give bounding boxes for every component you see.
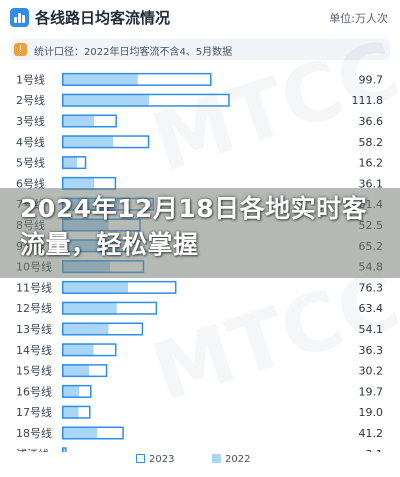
category-label: 16号线 <box>16 384 52 398</box>
category-label: 18号线 <box>16 426 52 440</box>
bar-2023 <box>62 384 92 398</box>
bar-2022 <box>62 93 149 107</box>
bar-2022 <box>62 72 138 86</box>
bar-2023 <box>62 322 144 336</box>
category-label: 13号线 <box>16 322 52 336</box>
legend-label-2023: 2023 <box>149 454 175 465</box>
legend-item-2023[interactable]: 2023 <box>136 454 174 465</box>
bar-2023 <box>62 343 117 357</box>
value-label: 54.1 <box>359 323 384 336</box>
bar-2022 <box>62 384 80 398</box>
legend-label-2022: 2022 <box>225 454 251 465</box>
value-label: 16.2 <box>359 157 384 170</box>
chart-title: 各线路日均客流情况 <box>35 9 171 27</box>
bar-2022 <box>62 405 79 419</box>
value-label: 36.3 <box>359 344 384 357</box>
chart-legend: 2023 2022 <box>0 452 400 468</box>
value-label: 63.4 <box>359 302 384 315</box>
category-label: 17号线 <box>16 405 52 419</box>
notice-text: 统计口径：2022年日均客流不含4、5月数据 <box>34 47 233 58</box>
value-label: 41.2 <box>359 427 384 440</box>
bar-2023 <box>62 135 150 149</box>
unit-label: 单位:万人次 <box>329 12 388 25</box>
value-label: 111.8 <box>352 94 384 107</box>
category-label: 6号线 <box>16 176 45 190</box>
bar-2023 <box>62 426 124 440</box>
value-label: 19.0 <box>359 406 384 419</box>
category-label: 12号线 <box>16 301 52 315</box>
value-label: 58.2 <box>359 136 384 149</box>
bar-2022 <box>62 364 89 378</box>
bar-2023 <box>62 301 158 315</box>
category-label: 11号线 <box>16 280 52 294</box>
category-label: 3号线 <box>16 114 45 128</box>
chart-header: 各线路日均客流情况 单位:万人次 <box>0 0 400 34</box>
info-icon: ! <box>14 43 27 56</box>
bar-2023 <box>62 72 212 86</box>
bar-2022 <box>62 135 113 149</box>
category-label: 1号线 <box>16 72 45 86</box>
bar-2023 <box>62 114 117 128</box>
bar-2022 <box>62 114 95 128</box>
bar-2022 <box>62 176 95 190</box>
category-label: 14号线 <box>16 343 52 357</box>
bar-2022 <box>62 322 109 336</box>
category-label: 15号线 <box>16 364 52 378</box>
bar-2022 <box>62 280 128 294</box>
value-label: 3.1 <box>366 448 384 452</box>
bar-2022 <box>62 156 77 170</box>
bar-chart-icon <box>10 8 29 27</box>
bar-2023 <box>62 156 87 170</box>
bar-2022 <box>62 301 117 315</box>
data-notice: ! 统计口径：2022年日均客流不含4、5月数据 <box>10 39 390 60</box>
value-label: 36.6 <box>359 115 384 128</box>
value-label: 30.2 <box>359 365 384 378</box>
category-label: 浦江线 <box>16 447 49 452</box>
value-label: 36.1 <box>359 177 384 190</box>
legend-item-2022[interactable]: 2022 <box>212 454 250 465</box>
category-label: 2号线 <box>16 93 45 107</box>
bar-2023 <box>62 93 230 107</box>
legend-swatch-2022 <box>212 454 221 463</box>
value-label: 99.7 <box>359 73 384 86</box>
bar-2022 <box>62 426 98 440</box>
bar-2023 <box>62 447 67 452</box>
bar-2022 <box>62 343 94 357</box>
value-label: 76.3 <box>359 281 384 294</box>
category-label: 4号线 <box>16 135 45 149</box>
value-label: 19.7 <box>359 385 384 398</box>
category-label: 5号线 <box>16 156 45 170</box>
headline-text: 2024年12月18日各地实时客流量，轻松掌握 <box>20 194 368 259</box>
legend-swatch-2023 <box>136 454 145 463</box>
bar-2023 <box>62 364 108 378</box>
bar-chart: 1号线 99.7 2号线 111.8 3号线 36.6 4号线 58.2 5号线 16.2 6号线 3… <box>16 72 384 452</box>
bar-2023 <box>62 280 177 294</box>
bar-2023 <box>62 405 91 419</box>
headline-overlay: 2024年12月18日各地实时客流量，轻松掌握 <box>0 188 400 278</box>
